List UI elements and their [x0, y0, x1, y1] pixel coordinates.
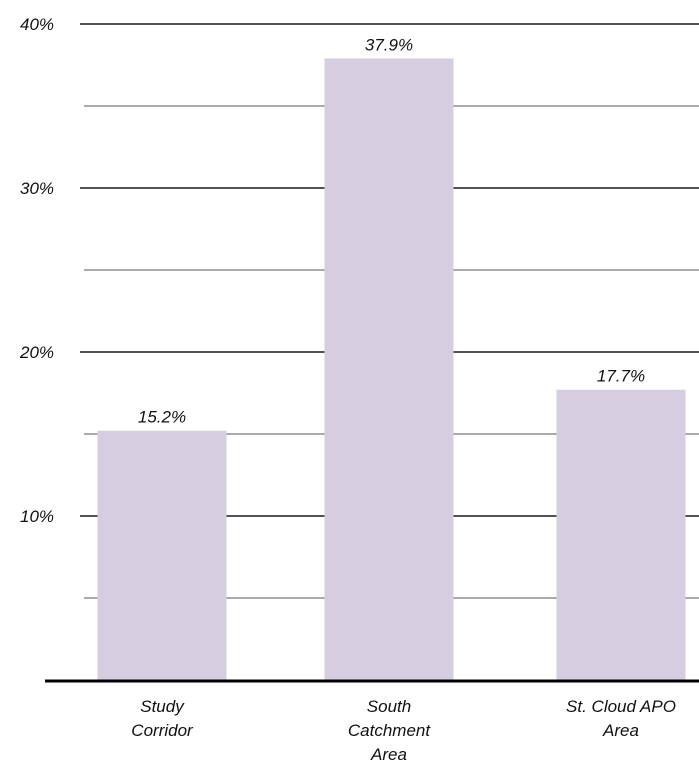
category-label: St. Cloud APO: [566, 697, 676, 716]
bar: [556, 389, 686, 680]
y-tick-label: 20%: [19, 343, 54, 362]
bar: [97, 430, 227, 680]
category-label: South: [367, 697, 411, 716]
category-label: Study: [140, 697, 185, 716]
category-label: Catchment: [348, 721, 431, 740]
labels: 10% 20% 30% 40% 15.2% Study Corridor 37.9% South…: [19, 15, 676, 764]
data-label: 15.2%: [138, 408, 186, 427]
data-label: 17.7%: [597, 367, 645, 386]
data-label: 37.9%: [365, 35, 413, 54]
bars: [97, 58, 686, 680]
category-label: Area: [602, 721, 639, 740]
bar: [324, 58, 454, 680]
y-tick-label: 10%: [20, 507, 54, 526]
category-label: Corridor: [131, 721, 194, 740]
y-tick-label: 30%: [20, 179, 54, 198]
category-label: Area: [370, 745, 407, 764]
y-tick-label: 40%: [20, 15, 54, 34]
